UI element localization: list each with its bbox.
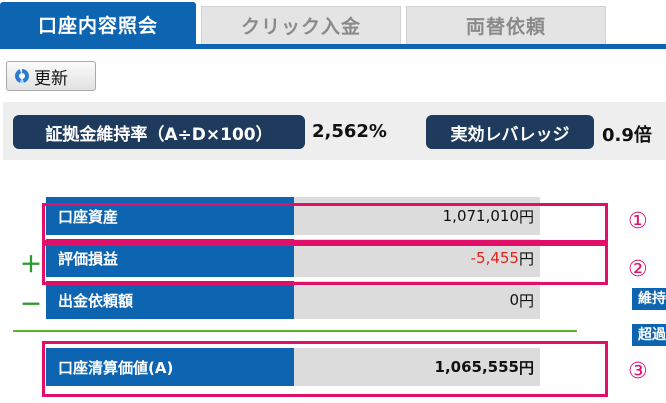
plus-sign: ＋ (20, 253, 43, 278)
highlight-box-1 (42, 203, 608, 243)
tab-exchange-request[interactable]: 両替依頼 (406, 6, 606, 44)
unrealized-pl-amount: -5,455 (470, 249, 519, 267)
annotation-number-3: ③ (628, 359, 648, 384)
highlight-box-2 (42, 243, 608, 285)
leverage-label: 実効レバレッジ (426, 115, 594, 149)
liquidation-value-value: 1,065,555 円 (294, 348, 540, 386)
tab-click-deposit[interactable]: クリック入金 (201, 6, 401, 44)
margin-ratio-value: 2,562% (312, 121, 387, 142)
leverage-value: 0.9倍 (602, 125, 652, 146)
highlight-box-3 (42, 341, 608, 397)
tab-underline (0, 44, 666, 49)
cutoff-label-excess: 超過 (632, 324, 666, 346)
refresh-button[interactable]: 更新 (6, 61, 96, 91)
annotation-number-1: ① (628, 209, 648, 234)
divider (13, 330, 577, 332)
withdrawal-request-amount: 0 (509, 291, 519, 309)
cutoff-label-maintenance: 維持 (632, 288, 666, 310)
withdrawal-request-unit: 円 (518, 291, 534, 310)
unrealized-pl-unit: 円 (518, 249, 534, 268)
tab-bar: 口座内容照会 クリック入金 両替依頼 (0, 0, 666, 49)
refresh-label: 更新 (34, 68, 68, 89)
margin-ratio-label: 証拠金維持率（A÷D×100） (13, 115, 305, 149)
account-assets-amount: 1,071,010 (442, 207, 519, 225)
tab-account-inquiry[interactable]: 口座内容照会 (0, 2, 196, 46)
minus-sign: － (20, 293, 43, 318)
account-assets-unit: 円 (518, 207, 534, 226)
liquidation-value-unit: 円 (518, 358, 534, 377)
liquidation-value-label: 口座清算価値(A) (46, 348, 294, 386)
liquidation-value-amount: 1,065,555 (434, 358, 519, 376)
refresh-icon (14, 68, 30, 84)
annotation-number-2: ② (628, 257, 648, 282)
withdrawal-request-label: 出金依頼額 (46, 281, 294, 319)
